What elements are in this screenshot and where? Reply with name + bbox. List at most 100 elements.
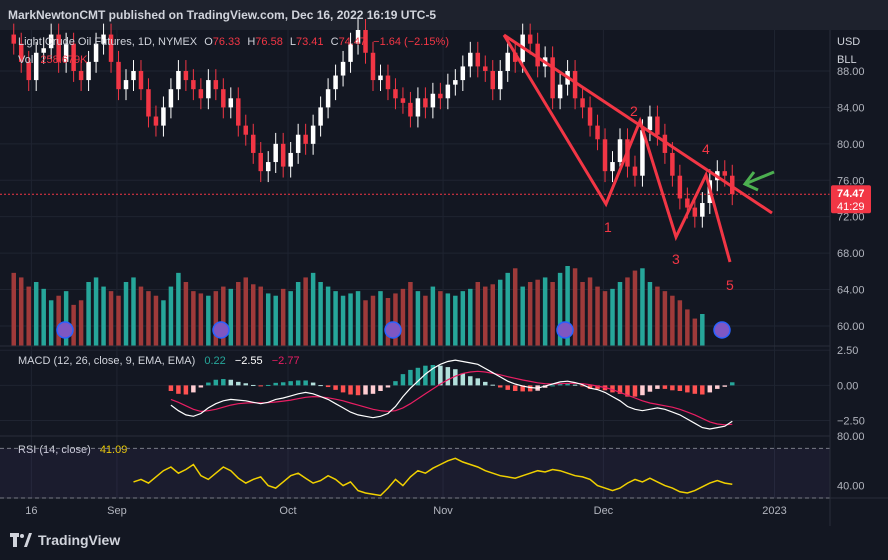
volume-bar: [168, 286, 174, 346]
candle-body: [385, 75, 391, 90]
green-arrow-icon: [742, 170, 775, 192]
volume-bar: [483, 286, 488, 346]
candle-body: [550, 57, 555, 99]
volume-bar: [685, 309, 690, 346]
volume-bar: [258, 286, 263, 346]
candle-body: [662, 134, 668, 153]
candle-body: [610, 162, 615, 172]
volume-bar: [138, 286, 144, 346]
macd-histogram-bar: [236, 381, 241, 386]
candle-body: [655, 116, 660, 135]
volume-bar: [670, 295, 675, 346]
candle-body: [355, 30, 361, 44]
volume-bar: [295, 282, 301, 346]
time-tick-label: 16: [25, 505, 37, 517]
event-markers[interactable]: [56, 321, 731, 339]
unit-label: BLL: [837, 54, 857, 66]
candlesticks[interactable]: [11, 19, 735, 228]
open-value: 76.33: [213, 36, 241, 48]
macd-histogram-bar: [265, 384, 271, 386]
candle-body: [295, 134, 301, 153]
macd-histogram-bar: [565, 383, 570, 386]
macd-pane: [168, 359, 735, 430]
volume-bar: [116, 295, 121, 346]
macd-histogram-bar: [572, 384, 578, 386]
candle-body: [101, 34, 106, 44]
earnings-event-icon: [212, 321, 230, 339]
volume-bar: [221, 286, 226, 346]
macd-histogram-bar: [303, 380, 308, 386]
volume-bar: [243, 277, 249, 346]
candle-body: [33, 52, 39, 81]
volume-bar: [505, 272, 510, 346]
volume-bar: [468, 288, 473, 346]
macd-histogram-bar: [670, 385, 675, 391]
volume-bar: [662, 291, 668, 346]
vol-value: 258.679K: [40, 54, 88, 66]
candle-body: [265, 162, 271, 172]
candle-body: [138, 70, 144, 90]
candle-body: [303, 134, 308, 144]
time-axis[interactable]: 16 Sep Oct Nov Dec 2023: [25, 505, 786, 517]
candle-body: [228, 98, 234, 108]
volume-bar: [700, 314, 705, 346]
volume-bar: [228, 288, 234, 346]
low-value: 73.41: [296, 36, 324, 48]
macd-histogram-bar: [520, 385, 525, 392]
time-tick-label: Dec: [594, 505, 614, 517]
price-axis[interactable]: USD BLL 60.00 64.00 68.00 72.00 76.00 80.00 84…: [829, 30, 865, 526]
macd-histogram-bar: [213, 379, 219, 386]
candle-body: [206, 80, 211, 99]
candle-body: [288, 152, 293, 167]
macd-histogram-bar: [415, 367, 421, 386]
candle-body: [370, 52, 376, 81]
macd-histogram-bar: [198, 385, 204, 388]
volume-bar: [385, 298, 391, 346]
wave-label-1: 1: [604, 219, 612, 235]
candle-body: [670, 152, 675, 176]
macd-legend: MACD (12, 26, close, 9, EMA, EMA) 0.22 −…: [18, 355, 300, 367]
candle-body: [78, 70, 84, 81]
volume-bar: [602, 291, 608, 346]
macd-histogram-bar: [191, 385, 196, 393]
trend-lines: [502, 33, 773, 263]
volume-bar: [93, 277, 99, 346]
macd-histogram-bar: [460, 373, 466, 386]
price-tick-label: 88.00: [837, 66, 865, 78]
volume-bar: [453, 295, 458, 346]
volume-bar: [625, 277, 630, 346]
candle-body: [475, 52, 481, 67]
price-tick-label: 60.00: [837, 321, 865, 333]
candle-body: [131, 70, 136, 81]
candle-body: [221, 89, 226, 108]
candle-body: [93, 43, 99, 62]
time-tick-label: Nov: [433, 505, 453, 517]
rsi-tick-label: 80.00: [837, 431, 865, 443]
volume-bar: [161, 300, 166, 346]
candle-body: [41, 48, 46, 53]
candle-body: [191, 80, 196, 90]
candle-body: [26, 61, 31, 81]
macd-histogram-bar: [295, 380, 301, 386]
volume-bar: [280, 288, 286, 346]
volume-bar: [355, 291, 361, 346]
time-tick-label: 2023: [762, 505, 786, 517]
candle-body: [310, 125, 316, 144]
volume-bar: [572, 268, 578, 346]
macd-histogram-bar: [385, 385, 391, 388]
volume-bar: [512, 268, 518, 346]
rsi-tick-label: 40.00: [837, 481, 865, 493]
candle-body: [692, 207, 698, 217]
volume-bar: [520, 286, 525, 346]
tradingview-logo[interactable]: TradingView: [10, 532, 120, 548]
candle-body: [243, 125, 249, 135]
macd-histogram-bar: [610, 385, 615, 393]
volume-bar: [176, 272, 181, 346]
macd-histogram-bar: [617, 385, 623, 394]
macd-histogram-bar: [475, 378, 481, 386]
macd-histogram-bar: [595, 385, 600, 389]
macd-histogram-bar: [632, 385, 638, 397]
volume-bar: [595, 286, 600, 346]
volume-bar: [131, 277, 136, 346]
